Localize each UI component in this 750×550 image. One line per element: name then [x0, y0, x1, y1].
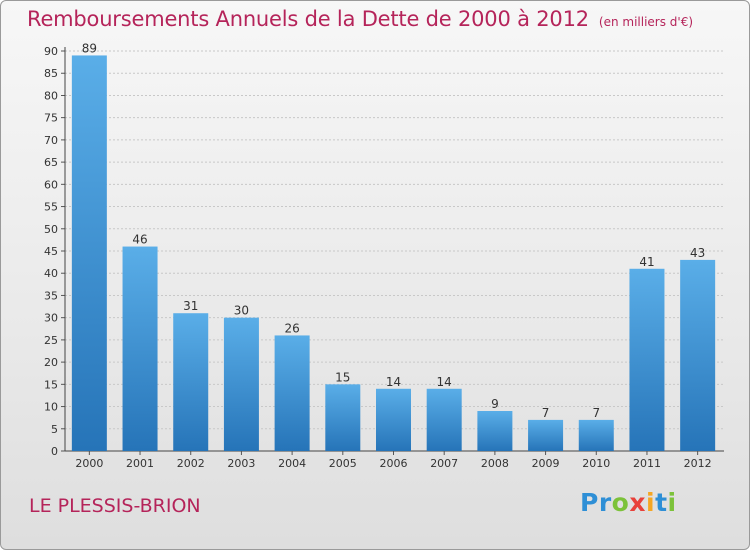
bar-value-label: 9: [491, 397, 499, 411]
y-tick-label: 85: [44, 67, 58, 80]
bar: [426, 388, 462, 451]
y-tick-label: 15: [44, 378, 58, 391]
bar: [71, 55, 107, 451]
y-tick-label: 20: [44, 356, 58, 369]
y-tick-label: 45: [44, 245, 58, 258]
x-tick-label: 2008: [481, 457, 509, 470]
y-tick-label: 0: [51, 445, 58, 458]
y-tick-label: 50: [44, 223, 58, 236]
y-tick-label: 70: [44, 134, 58, 147]
bar-value-label: 46: [132, 233, 147, 247]
x-tick-label: 2007: [430, 457, 458, 470]
brand-logo-letter: r: [598, 488, 612, 517]
y-tick-label: 35: [44, 289, 58, 302]
x-tick-label: 2011: [633, 457, 661, 470]
bar-value-label: 15: [335, 370, 350, 384]
chart-title: Remboursements Annuels de la Dette de 20…: [27, 7, 693, 31]
x-tick-label: 2001: [126, 457, 154, 470]
bar-value-label: 43: [690, 246, 705, 260]
chart-unit: (en milliers d'€): [598, 15, 694, 29]
bar: [477, 411, 513, 451]
x-tick-label: 2003: [227, 457, 255, 470]
x-tick-label: 2012: [684, 457, 712, 470]
y-tick-label: 40: [44, 267, 58, 280]
brand-logo-letter: i: [646, 488, 656, 517]
location-name: LE PLESSIS-BRION: [29, 495, 201, 517]
y-tick-label: 5: [51, 423, 58, 436]
brand-logo-letter: P: [580, 488, 599, 517]
bar: [629, 268, 665, 451]
x-tick-label: 2002: [177, 457, 205, 470]
brand-logo: Proxiti: [580, 488, 677, 517]
bar-value-label: 7: [542, 406, 550, 420]
brand-logo-letter: o: [611, 488, 630, 517]
bar: [680, 259, 716, 451]
y-tick-label: 90: [44, 45, 58, 58]
x-tick-label: 2006: [380, 457, 408, 470]
y-tick-label: 75: [44, 112, 58, 125]
bar-value-label: 31: [183, 299, 198, 313]
bar: [578, 419, 614, 451]
bar: [223, 317, 259, 451]
brand-logo-letter: x: [629, 488, 646, 517]
bar: [274, 335, 310, 451]
y-tick-label: 80: [44, 89, 58, 102]
bar-value-label: 41: [639, 255, 654, 269]
bar-value-label: 7: [592, 406, 600, 420]
bar-value-label: 14: [437, 375, 452, 389]
bar-value-label: 14: [386, 375, 401, 389]
x-tick-label: 2005: [329, 457, 357, 470]
bar: [173, 313, 209, 451]
bar-value-label: 89: [82, 41, 97, 55]
y-tick-label: 55: [44, 201, 58, 214]
chart-title-text: Remboursements Annuels de la Dette de 20…: [27, 7, 589, 31]
brand-logo-letter: t: [655, 488, 668, 517]
bar-value-label: 26: [284, 321, 299, 335]
brand-logo-letter: i: [667, 488, 677, 517]
x-tick-label: 2000: [75, 457, 103, 470]
y-tick-label: 25: [44, 334, 58, 347]
x-tick-label: 2009: [532, 457, 560, 470]
bar: [376, 388, 411, 451]
y-tick-label: 10: [44, 401, 58, 414]
bar: [528, 419, 564, 451]
bar: [325, 384, 361, 451]
y-tick-label: 30: [44, 312, 58, 325]
x-tick-label: 2004: [278, 457, 306, 470]
y-tick-label: 65: [44, 156, 58, 169]
x-tick-label: 2010: [582, 457, 610, 470]
y-tick-label: 60: [44, 178, 58, 191]
bar-value-label: 30: [234, 304, 249, 318]
bar: [122, 246, 158, 451]
